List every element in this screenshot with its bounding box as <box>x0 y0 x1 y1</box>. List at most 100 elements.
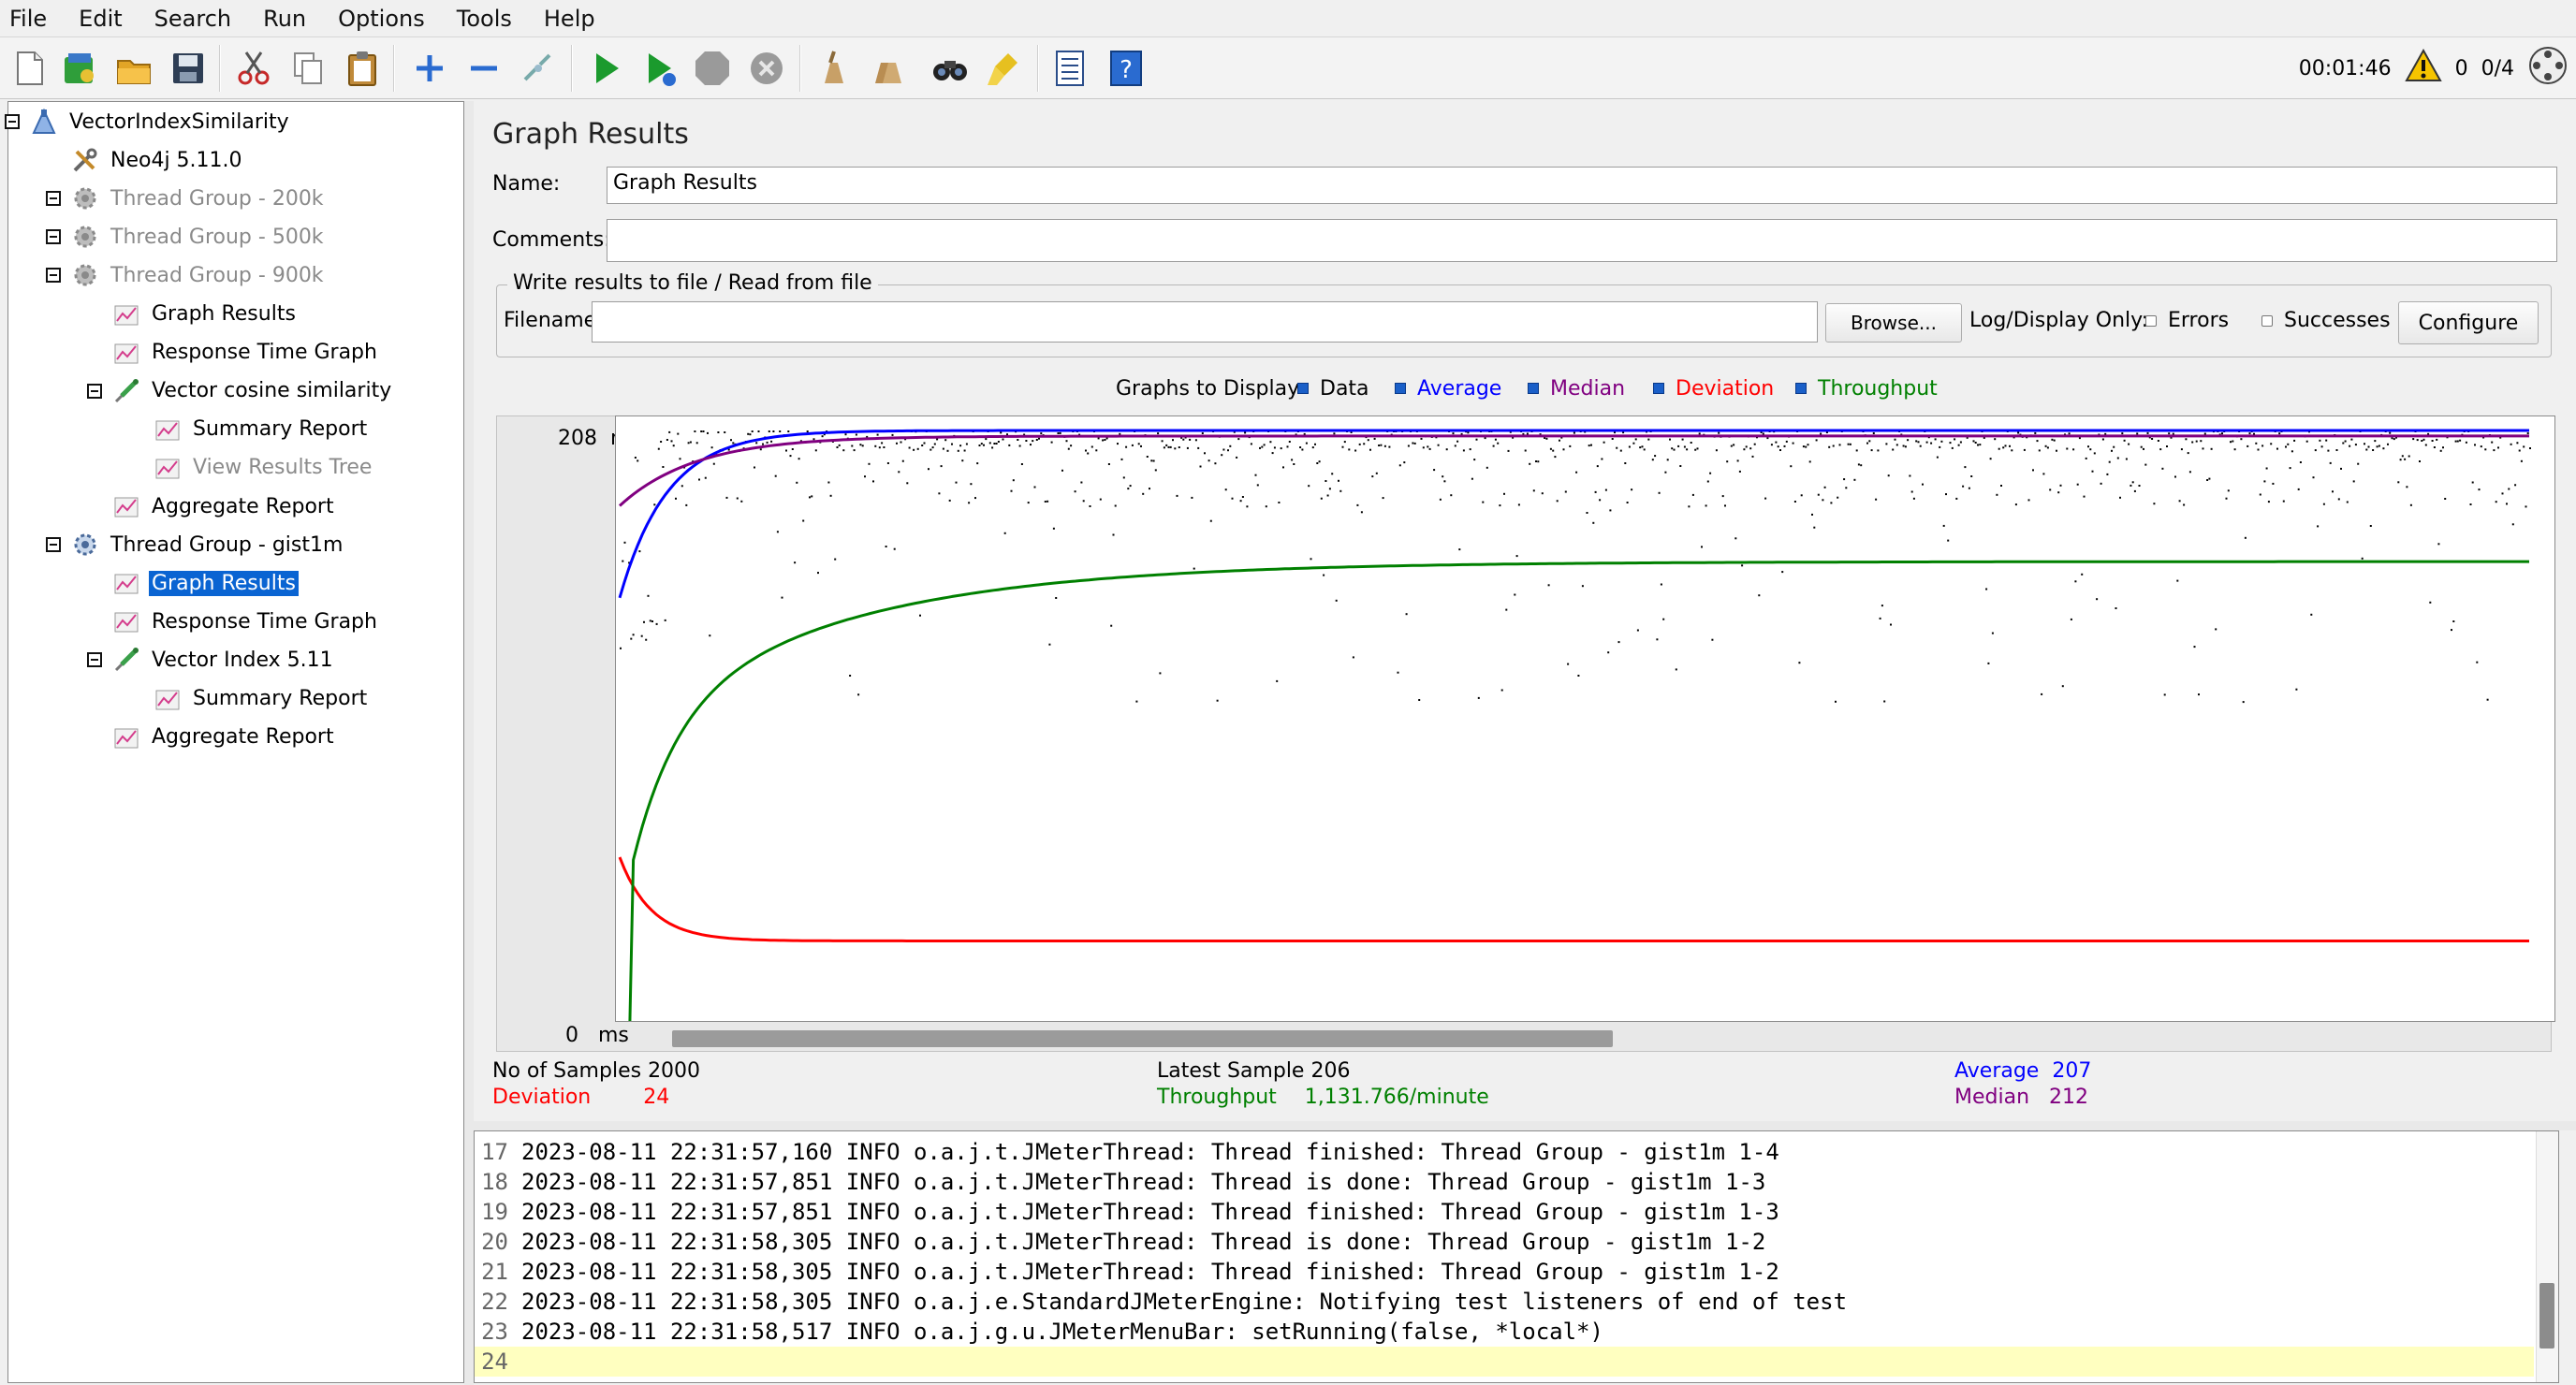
data-point <box>901 459 904 462</box>
data-point <box>1204 452 1206 455</box>
vertical-splitter[interactable] <box>464 101 474 1385</box>
log-line: 18 2023-08-11 22:31:57,851 INFO o.a.j.t.J… <box>475 1167 2534 1197</box>
legend-median[interactable]: Median <box>1528 372 1625 404</box>
tree-collapse-toggle-icon[interactable] <box>87 383 102 399</box>
menu-help[interactable]: Help <box>543 5 595 32</box>
clear-icon[interactable] <box>811 47 854 90</box>
search-icon[interactable] <box>929 47 972 90</box>
expand-all-icon[interactable] <box>408 47 451 90</box>
data-point <box>2276 447 2278 450</box>
menu-run[interactable]: Run <box>263 5 307 32</box>
data-point <box>779 430 782 432</box>
data-point <box>2511 523 2514 526</box>
data-point <box>2210 447 2213 450</box>
data-point <box>1936 456 1939 459</box>
tree-node-test-plan[interactable]: VectorIndexSimilarity <box>27 106 292 138</box>
new-icon[interactable] <box>7 47 51 90</box>
browse-button[interactable]: Browse... <box>1825 303 1962 343</box>
successes-checkbox[interactable]: Successes <box>2261 309 2391 332</box>
data-point <box>675 497 677 500</box>
tree-node-thread-group-gist1m[interactable]: Thread Group - gist1m <box>68 529 345 561</box>
tree-collapse-toggle-icon[interactable] <box>46 537 61 553</box>
filename-field[interactable] <box>592 301 1818 343</box>
warning-icon[interactable] <box>2404 48 2442 88</box>
tree-node-summary-report-2[interactable]: Summary Report <box>151 683 370 715</box>
legend-average[interactable]: Average <box>1395 372 1501 404</box>
save-icon[interactable] <box>167 47 210 90</box>
function-helper-icon[interactable] <box>1048 47 1091 90</box>
log-scrollbar-thumb[interactable] <box>2539 1283 2554 1349</box>
tree-node-neo4j-config[interactable]: Neo4j 5.11.0 <box>68 144 245 176</box>
errors-checkbox[interactable]: Errors <box>2145 309 2229 332</box>
tree-node-thread-group-200k[interactable]: Thread Group - 200k <box>68 182 327 214</box>
paste-icon[interactable] <box>341 47 384 90</box>
tree-node-vector-index-511[interactable]: Vector Index 5.11 <box>110 644 336 676</box>
legend-data[interactable]: Data <box>1297 372 1369 404</box>
data-point <box>1592 521 1595 524</box>
open-icon[interactable] <box>112 47 155 90</box>
legend-throughput[interactable]: Throughput <box>1795 372 1938 404</box>
log-scrollbar[interactable] <box>2536 1131 2558 1382</box>
data-point <box>1738 470 1741 473</box>
tree-node-aggregate-report-2[interactable]: Aggregate Report <box>110 722 337 753</box>
tree-node-thread-group-500k[interactable]: Thread Group - 500k <box>68 221 327 253</box>
menu-search[interactable]: Search <box>154 5 232 32</box>
tree-node-thread-group-900k[interactable]: Thread Group - 900k <box>68 259 327 291</box>
cut-icon[interactable] <box>232 47 275 90</box>
data-point <box>2036 440 2039 443</box>
data-point <box>1669 438 1671 441</box>
tree-node-graph-results-2[interactable]: Graph Results <box>110 567 300 599</box>
data-point <box>1310 558 1312 561</box>
help-icon[interactable]: ? <box>1105 47 1148 90</box>
data-checkbox[interactable] <box>1297 383 1309 394</box>
tree-collapse-toggle-icon[interactable] <box>46 268 61 284</box>
collapse-all-icon[interactable] <box>462 47 505 90</box>
graph-horizontal-scrollbar[interactable] <box>672 1030 1613 1047</box>
toggle-icon[interactable] <box>517 47 560 90</box>
templates-icon[interactable] <box>58 47 101 90</box>
tree-node-summary-report-1[interactable]: Summary Report <box>151 414 370 445</box>
configure-button[interactable]: Configure <box>2398 301 2539 344</box>
reset-search-icon[interactable] <box>983 47 1026 90</box>
data-point <box>2121 432 2124 435</box>
data-point <box>681 485 683 488</box>
data-point <box>1420 437 1423 440</box>
data-point <box>1422 446 1425 449</box>
tree-node-aggregate-report-1[interactable]: Aggregate Report <box>110 490 337 522</box>
log-viewer[interactable]: 17 2023-08-11 22:31:57,160 INFO o.a.j.t.J… <box>474 1130 2559 1383</box>
menu-edit[interactable]: Edit <box>79 5 123 32</box>
horizontal-splitter[interactable] <box>474 1121 2576 1130</box>
legend-deviation[interactable]: Deviation <box>1653 372 1774 404</box>
deviation-value: 24 <box>643 1086 670 1109</box>
start-icon[interactable] <box>584 47 627 90</box>
tree-collapse-toggle-icon[interactable] <box>5 114 20 129</box>
average-checkbox[interactable] <box>1395 383 1406 394</box>
menu-file[interactable]: File <box>9 5 48 32</box>
copy-icon[interactable] <box>286 47 329 90</box>
tree-node-view-results-tree[interactable]: View Results Tree <box>151 452 374 484</box>
deviation-checkbox[interactable] <box>1653 383 1664 394</box>
tree-collapse-toggle-icon[interactable] <box>46 191 61 207</box>
stop-icon[interactable] <box>691 47 734 90</box>
data-point <box>811 495 813 498</box>
tree-node-graph-results-1[interactable]: Graph Results <box>110 299 299 330</box>
data-point <box>1048 643 1051 646</box>
throughput-checkbox[interactable] <box>1795 383 1807 394</box>
test-plan-tree[interactable]: VectorIndexSimilarity Neo4j 5.11.0 Thread … <box>5 101 464 1383</box>
menu-options[interactable]: Options <box>338 5 425 32</box>
successes-checkbox-box[interactable] <box>2261 314 2273 327</box>
data-point <box>757 430 760 432</box>
comments-field[interactable] <box>607 219 2557 262</box>
tree-node-response-time-graph-2[interactable]: Response Time Graph <box>110 605 380 637</box>
clear-all-icon[interactable] <box>865 47 908 90</box>
shutdown-icon[interactable] <box>745 47 788 90</box>
tree-collapse-toggle-icon[interactable] <box>46 229 61 245</box>
tree-node-vector-cosine-similarity[interactable]: Vector cosine similarity <box>110 375 394 407</box>
tree-collapse-toggle-icon[interactable] <box>87 652 102 668</box>
errors-checkbox-box[interactable] <box>2145 314 2157 327</box>
median-checkbox[interactable] <box>1528 383 1539 394</box>
start-no-pauses-icon[interactable] <box>638 47 681 90</box>
menu-tools[interactable]: Tools <box>456 5 512 32</box>
tree-node-response-time-graph-1[interactable]: Response Time Graph <box>110 337 380 369</box>
name-field[interactable]: Graph Results <box>607 167 2557 204</box>
